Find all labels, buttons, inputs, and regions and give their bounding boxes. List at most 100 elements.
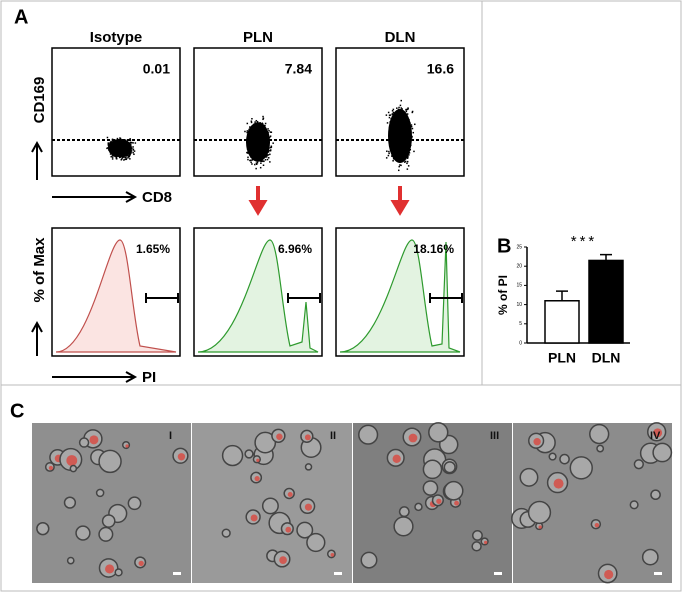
cell xyxy=(304,463,313,471)
dot xyxy=(127,157,129,159)
dot xyxy=(130,141,133,144)
cell xyxy=(221,444,244,467)
pi-stain xyxy=(304,503,313,511)
dot xyxy=(406,168,409,170)
dot xyxy=(250,161,252,164)
cell xyxy=(443,461,456,474)
dot xyxy=(260,160,262,163)
cell xyxy=(471,530,483,541)
dot xyxy=(407,108,409,110)
gate-value: 18.16% xyxy=(413,242,454,256)
cell xyxy=(66,556,75,565)
dot xyxy=(392,111,395,114)
dot xyxy=(403,161,406,163)
cell xyxy=(244,449,254,459)
pi-stain xyxy=(138,560,144,567)
dot xyxy=(251,163,253,165)
dot xyxy=(129,153,132,155)
micrograph-label: III xyxy=(490,430,499,442)
dot xyxy=(407,107,409,109)
dot xyxy=(112,154,114,157)
dot xyxy=(111,158,114,160)
dot xyxy=(411,110,414,113)
dot xyxy=(264,122,267,125)
dot xyxy=(129,158,131,160)
dot xyxy=(259,166,262,169)
pi-stain xyxy=(254,476,260,482)
dot xyxy=(400,164,402,167)
gate-value: 6.96% xyxy=(278,242,312,256)
cell xyxy=(629,500,639,510)
dot xyxy=(266,154,268,157)
column-title: DLN xyxy=(385,29,416,46)
dot xyxy=(132,151,134,154)
dot xyxy=(256,163,258,165)
dot xyxy=(414,123,416,126)
dot xyxy=(247,152,249,154)
dot xyxy=(272,142,274,144)
dot xyxy=(406,108,409,111)
dot xyxy=(386,122,389,124)
x-tick-label: PLN xyxy=(548,350,576,366)
dot xyxy=(115,156,117,159)
dot xyxy=(262,118,264,121)
dot xyxy=(389,114,392,116)
dot xyxy=(267,154,270,156)
scale-bar xyxy=(494,572,502,575)
pi-stain xyxy=(392,454,401,463)
cell xyxy=(101,514,116,528)
axis-arrow xyxy=(31,320,43,356)
gate-bar xyxy=(429,293,463,303)
pi-stain xyxy=(287,491,293,497)
dot xyxy=(128,154,130,157)
dot xyxy=(401,108,403,110)
bar-chart: 0 5 10 15 20 25 % of PI PLN DLN *** xyxy=(496,233,630,366)
gate-value: 1.65% xyxy=(136,242,170,256)
dot xyxy=(388,114,391,117)
dot xyxy=(392,160,394,162)
axis-label: CD169 xyxy=(31,77,48,124)
cell xyxy=(36,521,50,536)
dot xyxy=(132,148,135,151)
dot xyxy=(129,141,132,144)
cell xyxy=(443,480,464,501)
dot xyxy=(132,142,134,144)
dot xyxy=(270,145,273,148)
dot xyxy=(405,108,407,111)
dot xyxy=(387,154,390,157)
cell xyxy=(306,532,326,553)
dot xyxy=(130,151,132,154)
cell xyxy=(398,506,410,518)
cell xyxy=(471,541,482,552)
y-tick-label: 20 xyxy=(516,264,522,270)
dot-core xyxy=(388,109,412,163)
histogram xyxy=(339,239,461,353)
dot xyxy=(397,169,400,172)
dot xyxy=(267,128,269,130)
pi-stain xyxy=(105,564,115,574)
dot xyxy=(407,165,410,167)
cell xyxy=(261,497,279,515)
scale-bar xyxy=(654,572,662,575)
dot xyxy=(255,119,258,122)
dot xyxy=(398,106,400,109)
dot xyxy=(396,107,398,109)
dot xyxy=(127,155,130,157)
pi-stain xyxy=(538,525,542,529)
dot xyxy=(412,131,415,134)
dot xyxy=(407,156,409,158)
axis-label: % of PI xyxy=(496,275,510,315)
cell xyxy=(422,480,439,496)
column-title: Isotype xyxy=(90,29,143,46)
cell xyxy=(650,489,661,501)
dot xyxy=(388,150,390,153)
pi-stain xyxy=(66,455,78,466)
dot xyxy=(264,159,267,161)
cell xyxy=(296,521,314,539)
dot xyxy=(406,113,409,115)
pi-stain xyxy=(483,540,488,545)
dot xyxy=(247,158,249,161)
